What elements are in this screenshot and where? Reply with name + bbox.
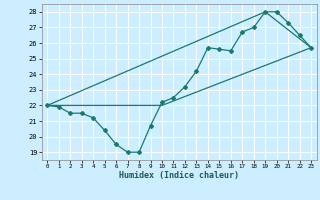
X-axis label: Humidex (Indice chaleur): Humidex (Indice chaleur)	[119, 171, 239, 180]
